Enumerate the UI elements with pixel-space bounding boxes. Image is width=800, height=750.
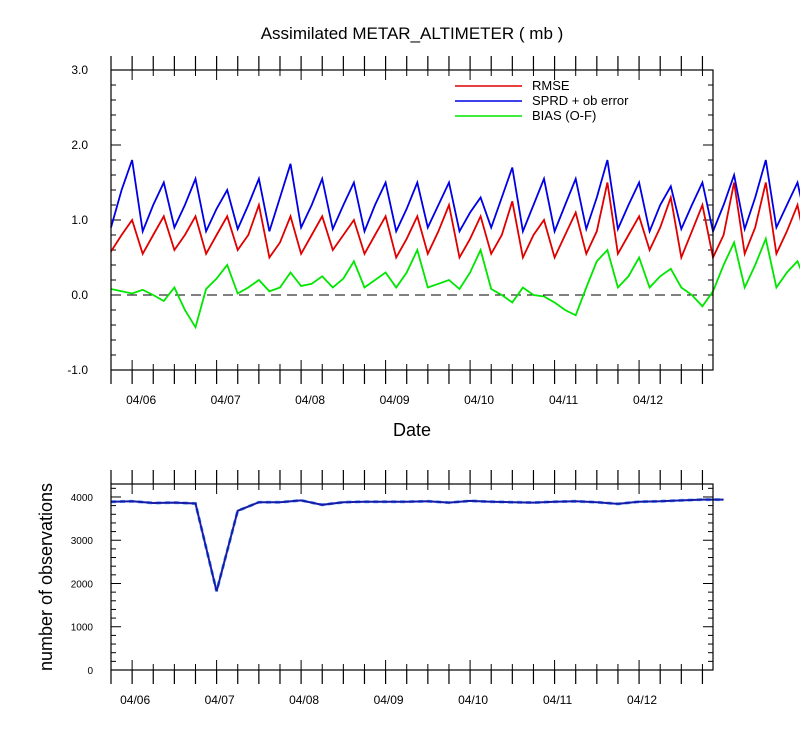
bottom-axes	[110, 470, 713, 684]
y-tick-label: 0	[87, 666, 93, 677]
x-tick-label: 04/10	[458, 693, 488, 707]
y-axis-label-observations: number of observations	[36, 483, 56, 671]
y-tick-label: 0.0	[71, 288, 88, 302]
observations-line-shadow	[110, 498, 724, 592]
legend-item-sprd: SPRD + ob error	[455, 93, 629, 108]
x-tick-label: 04/07	[211, 393, 241, 407]
y-tick-label: 1.0	[71, 213, 88, 227]
x-tick-label: 04/12	[633, 393, 663, 407]
y-tick-label: 1000	[71, 623, 94, 634]
legend-label-bias: BIAS (O-F)	[532, 108, 596, 123]
observations-line	[110, 498, 724, 592]
main-chart: Assimilated METAR_ALTIMETER ( mb ) -1.0 0…	[67, 24, 800, 440]
legend-label-sprd: SPRD + ob error	[532, 93, 629, 108]
y-tick-label: -1.0	[67, 363, 88, 377]
x-tick-label: 04/06	[120, 693, 150, 707]
series-line-rmse	[110, 182, 800, 261]
x-axis-label: Date	[393, 420, 431, 440]
x-tick-label: 04/09	[380, 393, 410, 407]
top-series	[110, 159, 800, 330]
y-tick-label: 4000	[71, 493, 94, 504]
legend: RMSE SPRD + ob error BIAS (O-F)	[455, 78, 629, 123]
x-tick-label: 04/09	[374, 693, 404, 707]
legend-item-bias: BIAS (O-F)	[455, 108, 596, 123]
top-y-tick-labels: -1.0 0.0 1.0 2.0 3.0	[67, 63, 88, 377]
series-line-sprd	[110, 159, 800, 235]
x-tick-label: 04/10	[464, 393, 494, 407]
x-tick-label: 04/08	[295, 393, 325, 407]
x-tick-label: 04/07	[205, 693, 235, 707]
legend-label-rmse: RMSE	[532, 78, 570, 93]
y-tick-label: 2.0	[71, 138, 88, 152]
x-tick-label: 04/06	[126, 393, 156, 407]
x-tick-label: 04/11	[549, 393, 578, 407]
chart-title: Assimilated METAR_ALTIMETER ( mb )	[261, 24, 564, 43]
bottom-series	[110, 498, 724, 592]
x-tick-label: 04/11	[543, 693, 572, 707]
y-tick-label: 3000	[71, 536, 94, 547]
y-tick-label: 3.0	[71, 63, 88, 77]
top-axes	[110, 56, 713, 384]
series-line-bias	[110, 235, 800, 330]
bottom-x-tick-labels: 04/06 04/07 04/08 04/09 04/10 04/11 04/12	[120, 693, 657, 707]
top-x-tick-labels: 04/06 04/07 04/08 04/09 04/10 04/11 04/12	[126, 393, 663, 407]
main-plot-frame	[110, 69, 714, 371]
x-tick-label: 04/08	[289, 693, 319, 707]
observations-plot-frame	[110, 483, 714, 671]
bottom-y-tick-labels: 0 1000 2000 3000 4000	[71, 493, 94, 677]
x-tick-label: 04/12	[627, 693, 657, 707]
legend-item-rmse: RMSE	[455, 78, 570, 93]
y-tick-label: 2000	[71, 579, 94, 590]
